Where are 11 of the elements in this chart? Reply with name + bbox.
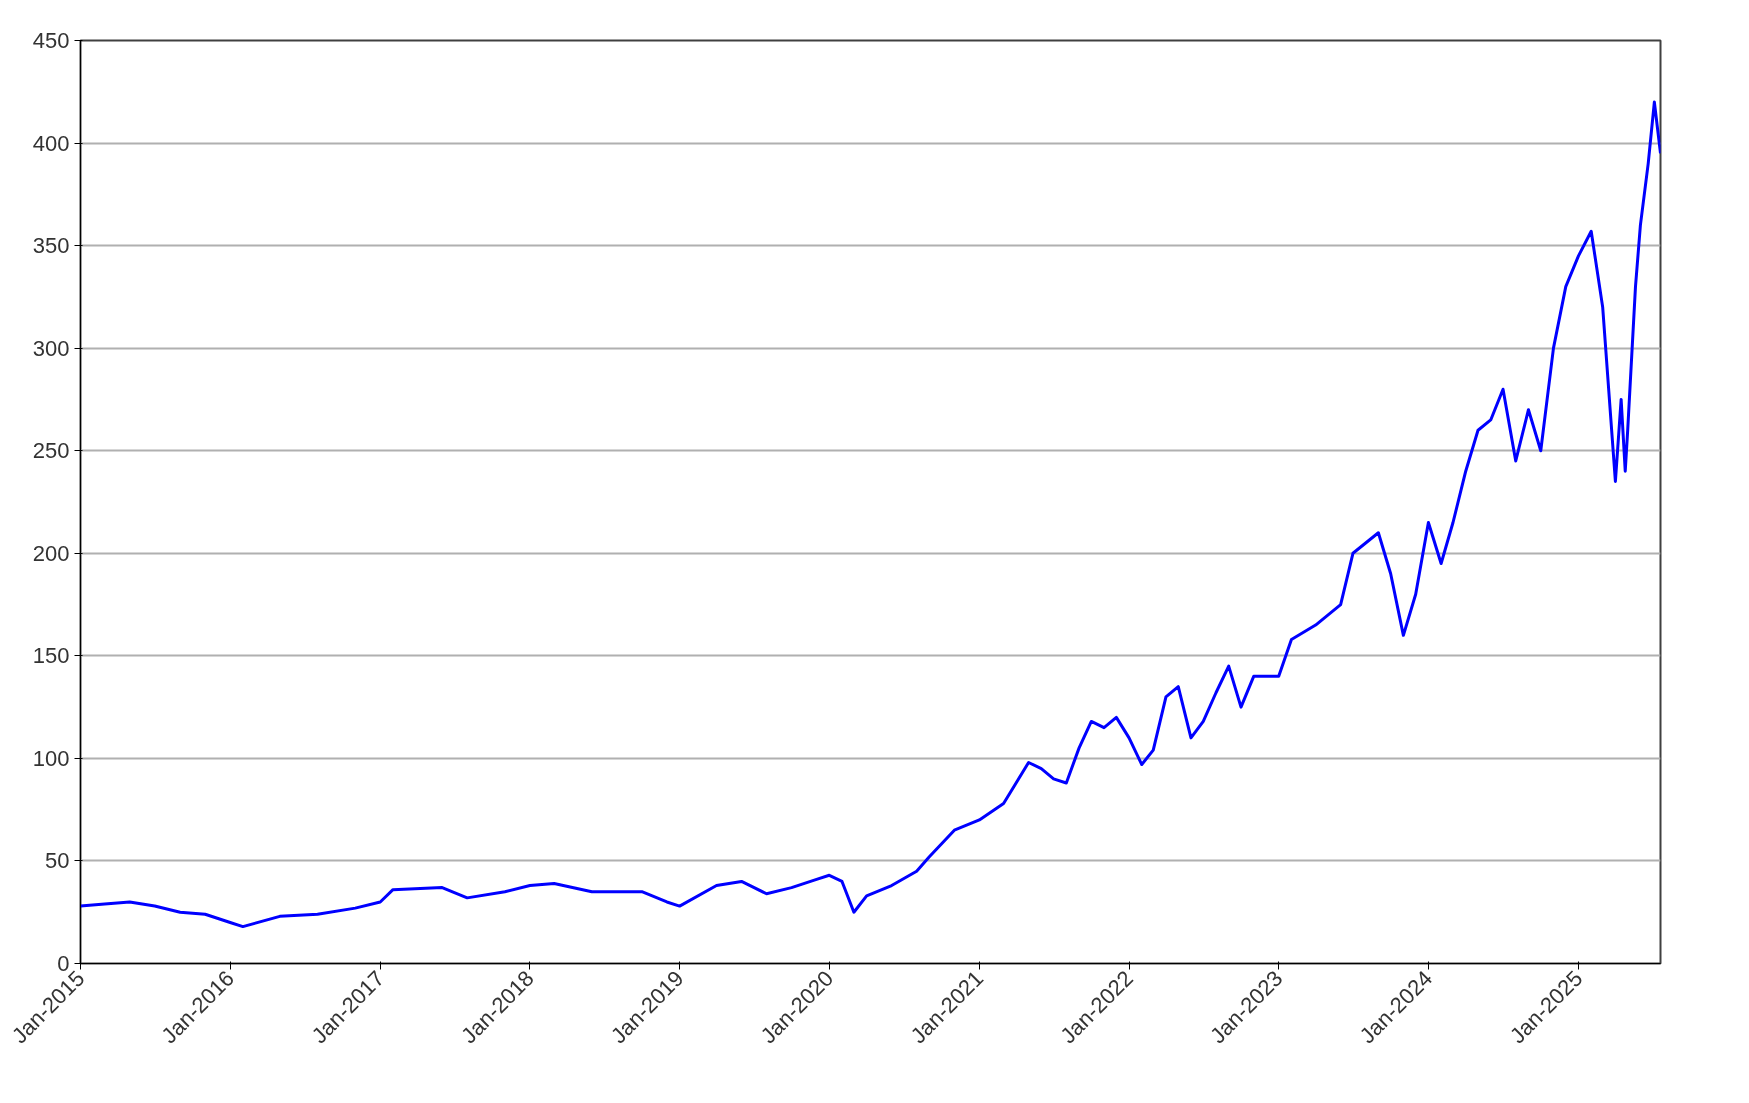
y-tick-label: 200 [32, 540, 70, 566]
y-tick-label: 50 [45, 848, 70, 874]
y-tick-label: 400 [32, 130, 70, 156]
y-tick-label: 350 [32, 233, 70, 259]
y-tick-label: 300 [32, 335, 70, 361]
y-tick-label: 0 [57, 951, 70, 976]
y-tick-label: 450 [32, 28, 70, 53]
y-tick-label: 150 [32, 643, 70, 669]
line-series [80, 100, 1661, 929]
y-tick-label: 250 [32, 438, 70, 464]
y-tick-label: 100 [32, 745, 70, 771]
